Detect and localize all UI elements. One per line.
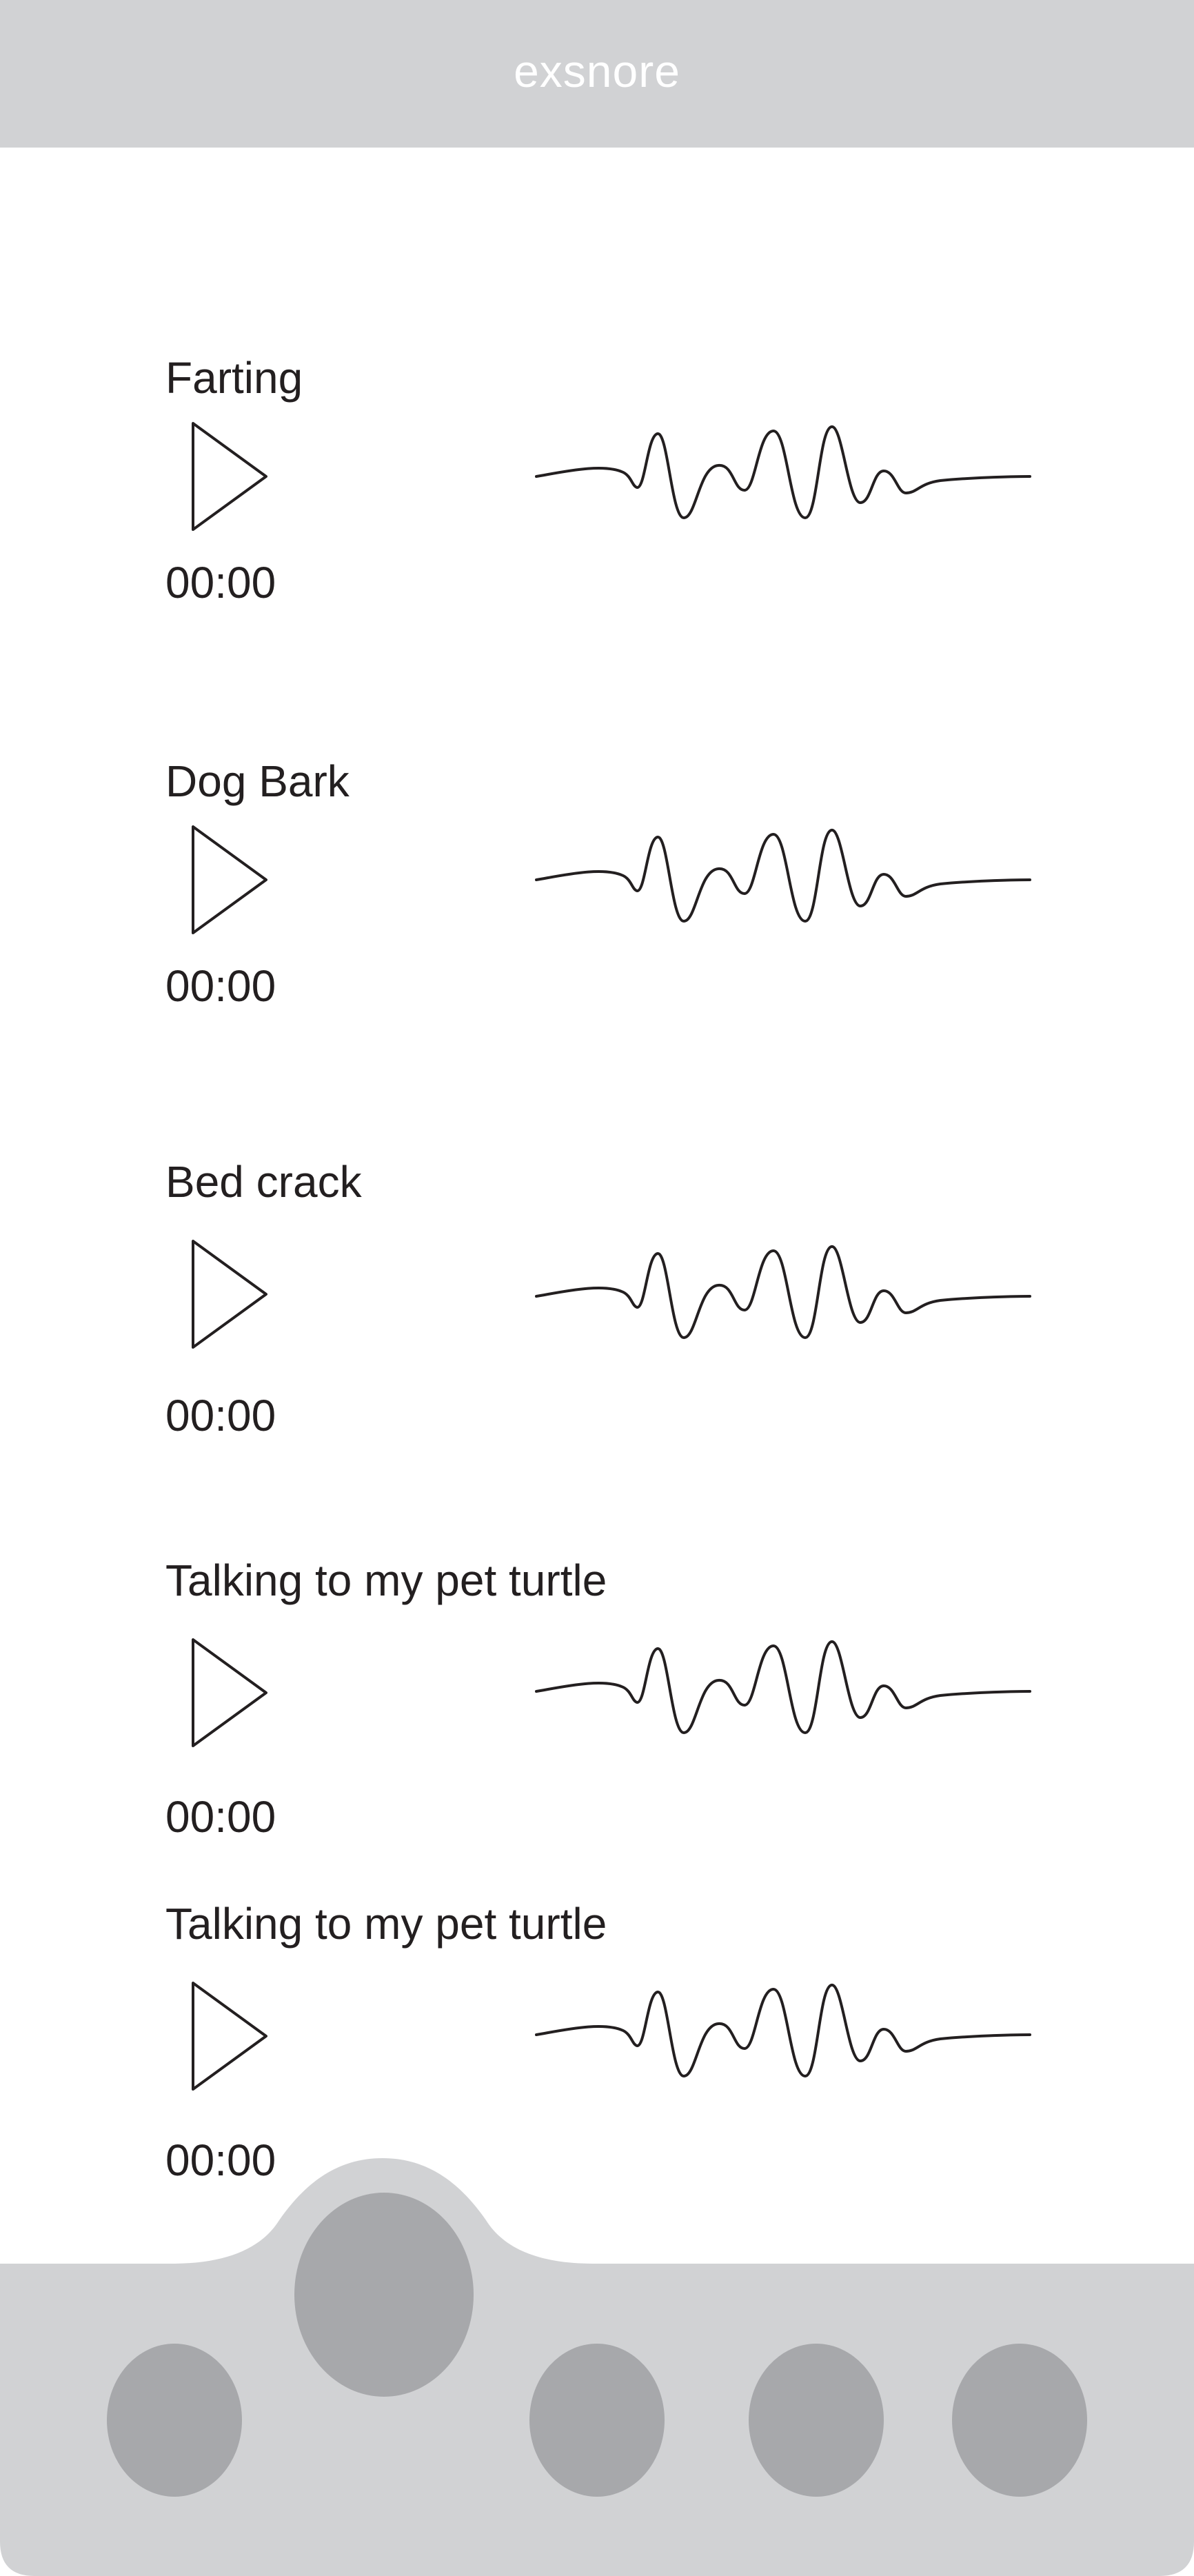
play-button[interactable] (185, 1236, 274, 1353)
waveform-icon (535, 829, 1031, 923)
nav-button-5[interactable] (952, 2344, 1087, 2497)
sound-time: 00:00 (165, 1391, 276, 1440)
sound-name: Talking to my pet turtle (165, 1899, 607, 1949)
play-button[interactable] (185, 1634, 274, 1751)
play-icon (192, 825, 267, 934)
play-icon (192, 1638, 267, 1747)
play-icon (192, 1982, 267, 2091)
sound-name: Bed crack (165, 1157, 362, 1207)
sound-item-talking-turtle-2: Talking to my pet turtle 00:00 (0, 1902, 1194, 2191)
sound-name: Dog Bark (165, 756, 350, 806)
sound-time: 00:00 (165, 558, 276, 607)
sound-item-farting: Farting 00:00 (0, 356, 1194, 645)
sound-time: 00:00 (165, 2135, 276, 2185)
sound-name: Talking to my pet turtle (165, 1556, 607, 1605)
play-icon (192, 1240, 267, 1349)
play-button[interactable] (185, 821, 274, 938)
play-button[interactable] (185, 1978, 274, 2095)
sound-item-dog-bark: Dog Bark 00:00 (0, 759, 1194, 1049)
nav-button-3[interactable] (529, 2344, 665, 2497)
nav-button-home[interactable] (294, 2193, 474, 2397)
nav-button-1[interactable] (107, 2344, 242, 2497)
bottom-nav-bar (0, 2158, 1194, 2576)
nav-button-4[interactable] (749, 2344, 884, 2497)
waveform-icon (535, 425, 1031, 520)
waveform-icon (535, 1640, 1031, 1735)
sound-item-talking-turtle: Talking to my pet turtle 00:00 (0, 1558, 1194, 1848)
sound-name: Farting (165, 353, 303, 403)
waveform-icon (535, 1245, 1031, 1340)
play-button[interactable] (185, 418, 274, 535)
sound-item-bed-crack: Bed crack 00:00 (0, 1160, 1194, 1449)
sound-time: 00:00 (165, 1792, 276, 1842)
app-title: exsnore (514, 46, 680, 97)
sound-time: 00:00 (165, 961, 276, 1011)
waveform-icon (535, 1984, 1031, 2078)
app-header: exsnore (0, 0, 1194, 148)
play-icon (192, 422, 267, 531)
